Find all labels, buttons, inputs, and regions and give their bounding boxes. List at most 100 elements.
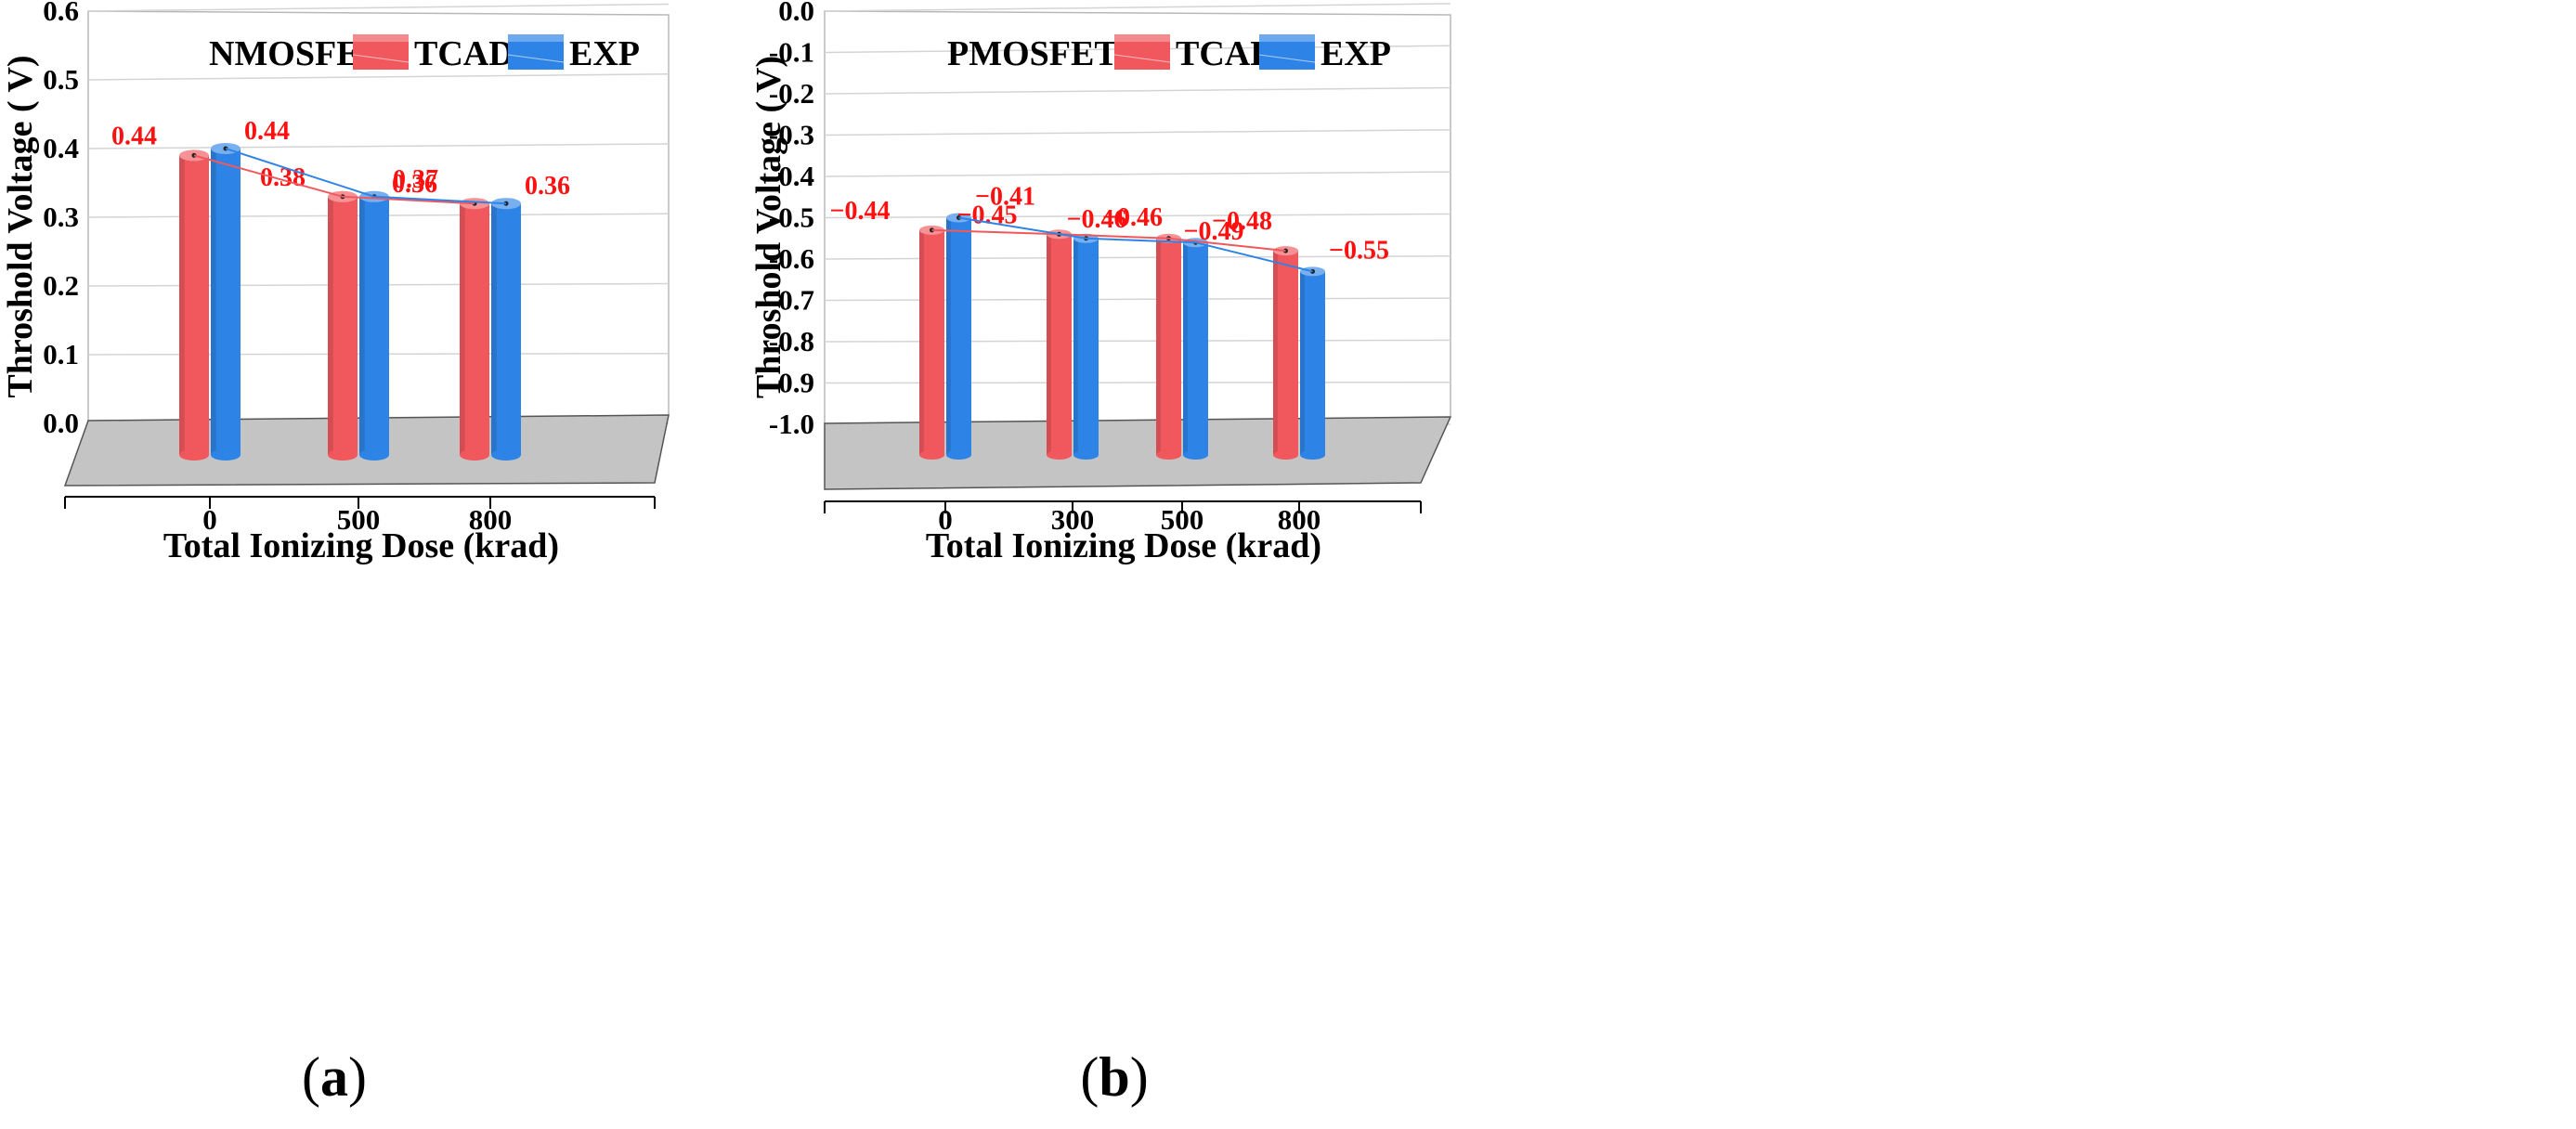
gridline: [824, 86, 1451, 95]
x-axis-label: Total Ionizing Dose (krad): [926, 526, 1321, 565]
bar-base: [328, 449, 358, 461]
bar-tcad-800: [460, 198, 489, 461]
bar-shade: [491, 203, 497, 455]
data-label: −0.41: [975, 183, 1035, 212]
gridline: [87, 73, 670, 81]
bar-base: [919, 450, 944, 460]
legend-label-exp: EXP: [1321, 34, 1391, 73]
panel-caption: (b): [1080, 1046, 1148, 1108]
bar-shade: [1273, 251, 1278, 455]
bar-base: [1300, 450, 1325, 460]
bar-shade: [179, 155, 185, 455]
y-tick-label: -0.7: [769, 284, 814, 317]
legend-label-tcad: TCAD: [414, 34, 514, 73]
bar-base: [1273, 450, 1298, 460]
gridline: [824, 213, 1451, 219]
legend-swatch-highlight: [353, 34, 409, 42]
bar-base: [1073, 450, 1099, 460]
y-tick-label: 0.0: [43, 407, 79, 439]
bar-base: [1183, 450, 1208, 460]
chart-panel-b: 0.0 -0.1 -0.2 -0.3 -0.4 -0.5 -0.6 -0.7 -0.8 -0.9 -…: [749, 0, 1452, 1108]
bar-shade: [460, 203, 465, 455]
y-tick-label: 0.6: [43, 0, 79, 27]
y-tick-label: -0.8: [769, 325, 814, 357]
x-tick-label: 500: [1161, 503, 1204, 536]
chart-panel-a: 0.0 0.1 0.2 0.3 0.4 0.5 0.6 0 500 800 0.44 0.44 0.38…: [1, 0, 670, 1108]
bar-shade: [359, 196, 365, 456]
y-axis-label: Throshold Voltage ( V): [1, 55, 40, 397]
series-line-tcad: [193, 154, 475, 205]
bar-tcad-500: [328, 190, 358, 461]
x-tick-label: 300: [1051, 503, 1095, 536]
bar-base: [491, 449, 521, 461]
bar-base: [359, 449, 389, 461]
legend-swatch-line: [352, 54, 410, 63]
legend-label-tcad: TCAD: [1176, 34, 1276, 73]
gridline: [824, 297, 1451, 302]
y-tick-label: -0.5: [769, 201, 814, 234]
bar-exp-800: [491, 198, 521, 461]
bar-tcad-0: [179, 149, 209, 461]
data-label: −0.46: [1067, 205, 1127, 234]
bar-tcad-0: [919, 225, 944, 460]
panel-caption: (a): [302, 1046, 367, 1108]
y-tick-label: 0.5: [43, 63, 79, 96]
bar-base: [211, 449, 241, 461]
series-line-exp: [958, 216, 1313, 273]
legend-swatch-highlight: [1259, 34, 1315, 42]
data-label: −0.44: [830, 197, 891, 226]
bar-shade: [328, 196, 333, 456]
bar-shade: [946, 217, 951, 455]
x-tick-label: 800: [1278, 503, 1321, 536]
bar-tcad-800: [1273, 246, 1298, 460]
gridline: [824, 339, 1451, 343]
bar-base: [946, 450, 971, 460]
y-tick-label: -0.3: [769, 119, 814, 151]
y-tick-label: 0.2: [43, 269, 79, 302]
bar-shade: [1073, 238, 1078, 455]
x-tick-label: 800: [469, 503, 513, 536]
gridline: [87, 143, 670, 149]
y-tick-label: 0.1: [43, 338, 79, 370]
bar-exp-0: [211, 143, 241, 461]
bar-exp-300: [1073, 233, 1099, 460]
series-line-tcad: [931, 228, 1286, 253]
x-tick-label: 0: [938, 503, 953, 536]
data-label: 0.38: [260, 163, 306, 192]
y-tick-label: -0.2: [769, 77, 814, 110]
bar-exp-0: [946, 213, 971, 460]
data-label: 0.37: [393, 165, 438, 194]
data-label: 0.44: [244, 117, 290, 146]
gridline: [87, 3, 670, 12]
data-label: −0.55: [1329, 236, 1389, 265]
y-tick-label: -0.9: [769, 367, 814, 399]
gridline: [824, 3, 1451, 12]
legend: PMOSFET TCAD EXP: [947, 34, 1391, 73]
x-tick-label: 500: [337, 503, 381, 536]
x-tick-label: 0: [202, 503, 217, 536]
legend-swatch-line: [1258, 54, 1316, 63]
y-tick-label: -0.4: [769, 160, 814, 192]
data-label: −0.46: [1102, 203, 1163, 232]
series-line-exp: [225, 148, 507, 205]
bar-exp-800: [1300, 266, 1325, 460]
y-tick-label: 0.0: [778, 0, 814, 27]
y-tick-label: 0.4: [43, 132, 79, 164]
legend-swatch-highlight: [1114, 34, 1170, 42]
bar-tcad-500: [1156, 233, 1181, 460]
y-axis-label: Throshold Voltage ( V): [749, 56, 788, 398]
bar-exp-500: [1183, 238, 1208, 460]
y-tick-label: -1.0: [769, 408, 814, 440]
legend-title: PMOSFET: [947, 34, 1118, 73]
bar-exp-500: [359, 190, 389, 461]
legend-swatch-line: [507, 54, 565, 63]
y-tick-label: -0.1: [769, 36, 814, 69]
data-label: 0.44: [111, 122, 157, 150]
legend-swatch-highlight: [508, 34, 564, 42]
bar-base: [1156, 450, 1181, 460]
bar-shade: [1156, 238, 1161, 455]
bar-shade: [1183, 242, 1188, 455]
bar-base: [1047, 450, 1072, 460]
data-label: 0.36: [525, 172, 570, 201]
